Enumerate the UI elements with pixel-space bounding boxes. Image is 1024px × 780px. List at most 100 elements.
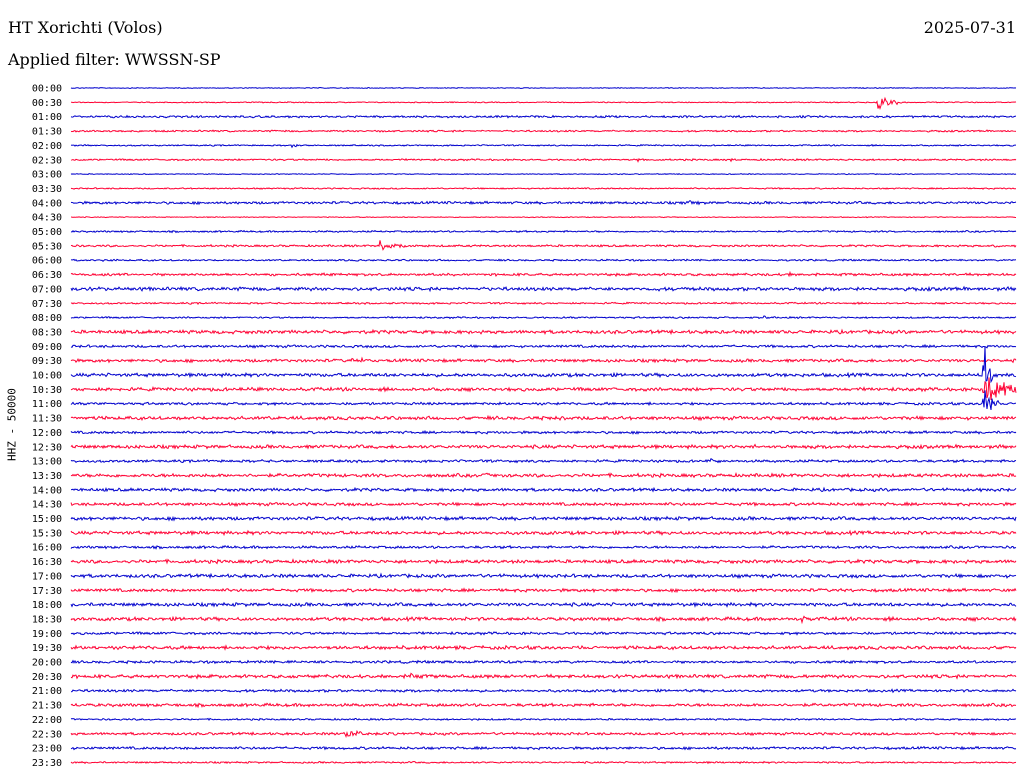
row-time-label: 18:30	[32, 614, 62, 625]
row-time-label: 09:00	[32, 342, 62, 353]
trace-row	[70, 157, 1017, 163]
trace-row	[70, 429, 1017, 435]
trace-row	[70, 229, 1017, 234]
trace-row	[70, 356, 1017, 364]
trace-row	[70, 717, 1017, 722]
trace-row	[70, 688, 1017, 694]
row-time-label: 03:30	[32, 184, 62, 195]
trace-row	[70, 501, 1017, 508]
trace-row	[70, 86, 1017, 90]
trace-row	[70, 745, 1017, 751]
row-time-label: 19:30	[32, 643, 62, 654]
trace-row	[70, 601, 1017, 608]
trace-row	[70, 414, 1017, 422]
row-time-label: 10:30	[32, 385, 62, 396]
trace-row	[70, 343, 1017, 349]
trace-row	[70, 529, 1017, 537]
row-time-label: 16:00	[32, 543, 62, 554]
trace-row	[70, 572, 1017, 580]
row-time-label: 00:30	[32, 98, 62, 109]
row-time-label: 10:00	[32, 371, 62, 382]
trace-row	[70, 129, 1017, 133]
trace-row	[70, 301, 1017, 306]
row-time-label: 23:30	[32, 758, 62, 769]
trace-row	[70, 702, 1017, 709]
record-date: 2025-07-31	[923, 18, 1016, 37]
trace-row	[70, 143, 1017, 149]
trace-row	[70, 615, 1017, 625]
row-time-label: 20:30	[32, 672, 62, 683]
row-time-label: 06:00	[32, 256, 62, 267]
station-title: HT Xorichti (Volos)	[8, 18, 163, 37]
row-time-label: 11:00	[32, 399, 62, 410]
trace-row	[70, 270, 1017, 278]
trace-row	[70, 672, 1017, 680]
trace-row	[70, 472, 1017, 479]
trace-row	[70, 630, 1017, 636]
row-time-label: 07:30	[32, 299, 62, 310]
row-time-label: 18:00	[32, 600, 62, 611]
trace-row	[70, 315, 1017, 320]
row-time-label: 07:00	[32, 284, 62, 295]
trace-row	[70, 285, 1017, 293]
row-time-label: 02:00	[32, 141, 62, 152]
trace-row	[70, 515, 1017, 522]
trace-row	[70, 544, 1017, 550]
trace-row	[70, 346, 1017, 384]
row-time-label: 23:00	[32, 744, 62, 755]
trace-row	[70, 114, 1017, 119]
row-time-label: 11:30	[32, 414, 62, 425]
trace-row	[70, 486, 1017, 493]
trace-row	[70, 200, 1017, 206]
row-time-label: 22:00	[32, 715, 62, 726]
row-time-label: 15:30	[32, 528, 62, 539]
trace-row	[70, 587, 1017, 594]
row-time-label: 17:00	[32, 571, 62, 582]
row-time-label: 12:00	[32, 428, 62, 439]
row-time-label: 14:30	[32, 500, 62, 511]
row-time-label: 08:00	[32, 313, 62, 324]
row-time-label: 05:00	[32, 227, 62, 238]
row-time-label: 09:30	[32, 356, 62, 367]
trace-row	[70, 186, 1017, 190]
trace-row	[70, 390, 1017, 411]
trace-row	[70, 443, 1017, 451]
trace-row	[70, 328, 1017, 336]
trace-row	[70, 659, 1017, 665]
row-time-label: 00:00	[32, 84, 62, 95]
row-time-label: 01:30	[32, 127, 62, 138]
row-time-label: 01:00	[32, 112, 62, 123]
row-time-label: 12:30	[32, 442, 62, 453]
trace-row	[70, 377, 1017, 400]
row-time-label: 14:00	[32, 485, 62, 496]
row-time-label: 15:00	[32, 514, 62, 525]
row-time-label: 08:30	[32, 327, 62, 338]
trace-row	[70, 644, 1017, 651]
trace-row	[70, 258, 1017, 262]
trace-row	[70, 760, 1017, 765]
row-time-label: 04:30	[32, 213, 62, 224]
trace-row	[70, 558, 1017, 565]
trace-row	[70, 216, 1017, 219]
trace-row	[70, 458, 1017, 464]
row-time-label: 17:30	[32, 586, 62, 597]
trace-row	[70, 173, 1017, 176]
row-time-label: 06:30	[32, 270, 62, 281]
row-time-label: 21:00	[32, 686, 62, 697]
row-time-label: 04:00	[32, 198, 62, 209]
filter-label: Applied filter: WWSSN-SP	[8, 50, 221, 69]
trace-row	[70, 729, 1017, 739]
row-time-label: 20:00	[32, 658, 62, 669]
row-time-label: 03:00	[32, 170, 62, 181]
trace-row	[70, 96, 1017, 111]
row-time-label: 13:30	[32, 471, 62, 482]
row-time-label: 19:00	[32, 629, 62, 640]
row-time-label: 02:30	[32, 155, 62, 166]
trace-row	[70, 240, 1017, 251]
row-time-label: 13:00	[32, 457, 62, 468]
row-time-label: 21:30	[32, 701, 62, 712]
row-time-label: 16:30	[32, 557, 62, 568]
row-time-label: 05:30	[32, 241, 62, 252]
row-time-label: 22:30	[32, 729, 62, 740]
